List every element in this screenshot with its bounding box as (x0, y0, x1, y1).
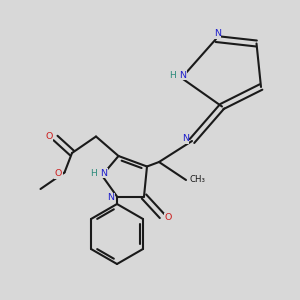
Text: O: O (165, 213, 172, 222)
Text: O: O (45, 132, 52, 141)
Text: CH₃: CH₃ (190, 176, 206, 184)
Text: H: H (169, 70, 176, 80)
Text: O: O (55, 169, 62, 178)
Text: N: N (107, 194, 115, 202)
Text: H: H (90, 169, 97, 178)
Text: N: N (179, 70, 187, 80)
Text: N: N (100, 169, 107, 178)
Text: N: N (214, 29, 221, 38)
Text: N: N (182, 134, 189, 143)
